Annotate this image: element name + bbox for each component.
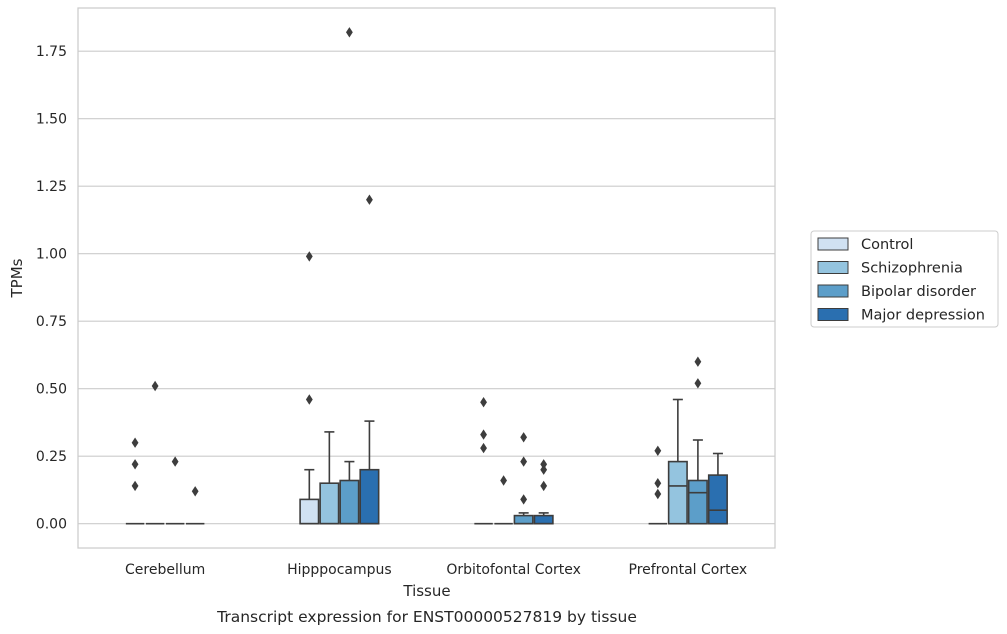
outlier-point xyxy=(131,459,139,470)
outlier-point xyxy=(694,378,702,389)
y-tick-label: 1.25 xyxy=(36,179,67,195)
y-axis-label: TPMs xyxy=(8,258,26,298)
y-tick-label: 0.00 xyxy=(36,517,67,533)
outlier-point xyxy=(654,488,662,500)
legend: Control Schizophrenia Bipolar disorder Majo… xyxy=(810,230,999,328)
outlier-point xyxy=(520,432,528,443)
y-tick-label: 0.50 xyxy=(36,382,67,398)
box xyxy=(513,514,534,525)
box-group xyxy=(494,475,513,525)
legend-box xyxy=(810,230,999,328)
legend-entry-label: Major depression xyxy=(861,308,985,324)
box-group xyxy=(299,251,320,525)
x-tick-label: Prefrontal Cortex xyxy=(629,562,748,578)
outlier-point xyxy=(540,459,548,470)
plot-frame xyxy=(77,7,776,549)
box-group xyxy=(165,456,185,525)
legend-swatch xyxy=(817,237,849,251)
legend-swatch xyxy=(817,261,849,274)
box xyxy=(707,474,728,525)
box-group xyxy=(339,27,360,525)
x-tick-label: Hipppocampus xyxy=(287,562,392,578)
box-group xyxy=(707,452,728,525)
outlier-point xyxy=(366,194,373,205)
outlier-point xyxy=(480,397,487,408)
box xyxy=(667,460,688,525)
box xyxy=(299,498,320,525)
chart-caption: Transcript expression for ENST0000052781… xyxy=(216,608,637,626)
outlier-point xyxy=(191,486,199,497)
box xyxy=(687,479,708,525)
box-group xyxy=(359,194,380,525)
legend-swatch xyxy=(817,308,849,321)
y-tick-label: 1.75 xyxy=(36,44,67,60)
outlier-point xyxy=(151,380,159,392)
outlier-point xyxy=(345,27,353,38)
box xyxy=(533,514,554,525)
x-axis-label: Tissue xyxy=(402,582,450,600)
legend-swatch xyxy=(817,284,849,298)
outlier-point xyxy=(480,442,487,454)
outlier-point xyxy=(500,475,508,486)
outlier-point xyxy=(131,480,139,492)
x-tick-label: Orbitofontal Cortex xyxy=(446,562,581,578)
gridlines xyxy=(78,50,775,525)
box-group xyxy=(687,356,708,525)
outlier-point xyxy=(131,437,139,448)
y-tick-label: 1.50 xyxy=(36,112,67,128)
box-group xyxy=(145,380,165,525)
outlier-point xyxy=(520,456,528,467)
outlier-point xyxy=(305,394,313,405)
y-tick-label: 0.75 xyxy=(36,314,67,330)
outlier-point xyxy=(171,456,179,467)
box-group xyxy=(319,431,340,525)
y-tick-label: 1.00 xyxy=(36,247,67,263)
box xyxy=(319,482,340,525)
box xyxy=(339,479,360,525)
outlier-point xyxy=(480,429,487,440)
box-group xyxy=(513,432,534,525)
x-axis-ticks: Cerebellum Hipppocampus Orbitofontal Corte… xyxy=(125,562,747,578)
legend-entry-label: Schizophrenia xyxy=(861,261,963,277)
outlier-point xyxy=(305,251,313,262)
y-tick-label: 0.25 xyxy=(36,449,67,465)
box-group xyxy=(533,459,554,525)
box xyxy=(359,468,380,525)
box-plot-area xyxy=(125,27,728,525)
x-tick-label: Cerebellum xyxy=(125,562,205,578)
legend-entry-label: Control xyxy=(861,237,913,253)
box-group xyxy=(648,445,668,525)
box-group xyxy=(474,397,493,525)
outlier-point xyxy=(654,478,662,489)
legend-entry-label: Bipolar disorder xyxy=(861,284,976,300)
box-group xyxy=(125,437,145,525)
outlier-point xyxy=(540,464,548,475)
outlier-point xyxy=(540,480,548,492)
box-group xyxy=(185,486,205,525)
box-group xyxy=(667,398,688,525)
outlier-point xyxy=(654,445,662,456)
outlier-point xyxy=(694,356,702,367)
outlier-point xyxy=(520,494,528,505)
y-axis-ticks: 0.00 0.25 0.50 0.75 1.00 1.25 1.50 1.75 xyxy=(36,44,67,533)
